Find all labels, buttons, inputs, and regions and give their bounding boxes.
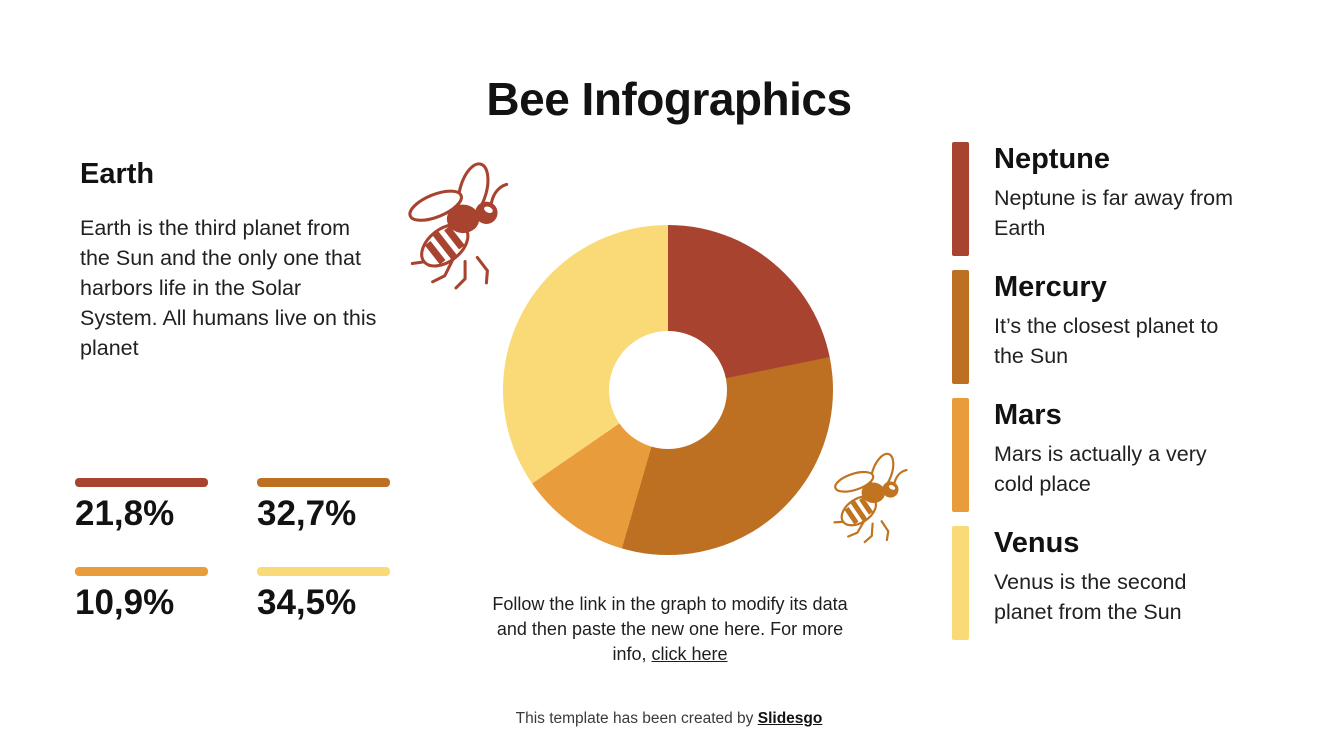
legend-color-bar [952,398,969,512]
stats-grid: 21,8% 32,7% 10,9% 34,5% [75,478,390,624]
footer: This template has been created by Slides… [0,710,1338,728]
footer-text: This template has been created by [515,710,758,727]
chart-caption: Follow the link in the graph to modify i… [435,592,905,666]
stat-item-venus: 34,5% [257,567,390,624]
legend-item-mars: Mars Mars is actually a very cold place [952,398,1246,512]
stat-item-mars: 10,9% [75,567,208,624]
legend-title: Neptune [994,143,1110,175]
slidesgo-link[interactable]: Slidesgo [757,710,823,727]
earth-description: Earth is the third planet from the Sun a… [80,216,377,361]
legend-item-mercury: Mercury It’s the closest planet to the S… [952,270,1246,384]
caption-line1: Follow the link in the graph to modify i… [492,594,848,614]
legend: Neptune Neptune is far away from Earth M… [952,142,1246,654]
caption-line3-prefix: info, [612,643,652,664]
caption-click-here-link[interactable]: click here [651,643,728,664]
stat-value: 10,9% [75,583,175,622]
donut-chart[interactable] [503,225,833,555]
legend-title: Mercury [994,271,1107,303]
stat-item-mercury: 32,7% [257,478,390,535]
legend-color-bar [952,270,969,384]
stat-value: 21,8% [75,494,175,533]
stat-value: 34,5% [257,583,357,622]
legend-description: Mars is actually a very cold place [994,442,1207,497]
legend-item-neptune: Neptune Neptune is far away from Earth [952,142,1246,256]
legend-title: Mars [994,399,1062,431]
legend-description: Neptune is far away from Earth [994,186,1233,241]
stat-color-bar [257,478,390,487]
donut-hole [609,331,727,449]
legend-color-bar [952,142,969,256]
legend-color-bar [952,526,969,640]
legend-description: Venus is the second planet from the Sun [994,570,1187,625]
legend-description: It’s the closest planet to the Sun [994,314,1219,369]
bee-illustration-right-icon [823,445,918,551]
slide-title: Bee Infographics [486,73,852,125]
earth-section: Earth Earth is the third planet from the… [80,158,390,363]
legend-item-venus: Venus Venus is the second planet from th… [952,526,1246,640]
legend-title: Venus [994,527,1080,559]
stat-value: 32,7% [257,494,357,533]
earth-heading: Earth [80,158,155,190]
bee-illustration-left-icon [398,158,520,295]
stat-color-bar [75,478,208,487]
stat-color-bar [257,567,390,576]
stat-color-bar [75,567,208,576]
caption-line2: and then paste the new one here. For mor… [496,618,844,639]
stat-item-neptune: 21,8% [75,478,208,535]
